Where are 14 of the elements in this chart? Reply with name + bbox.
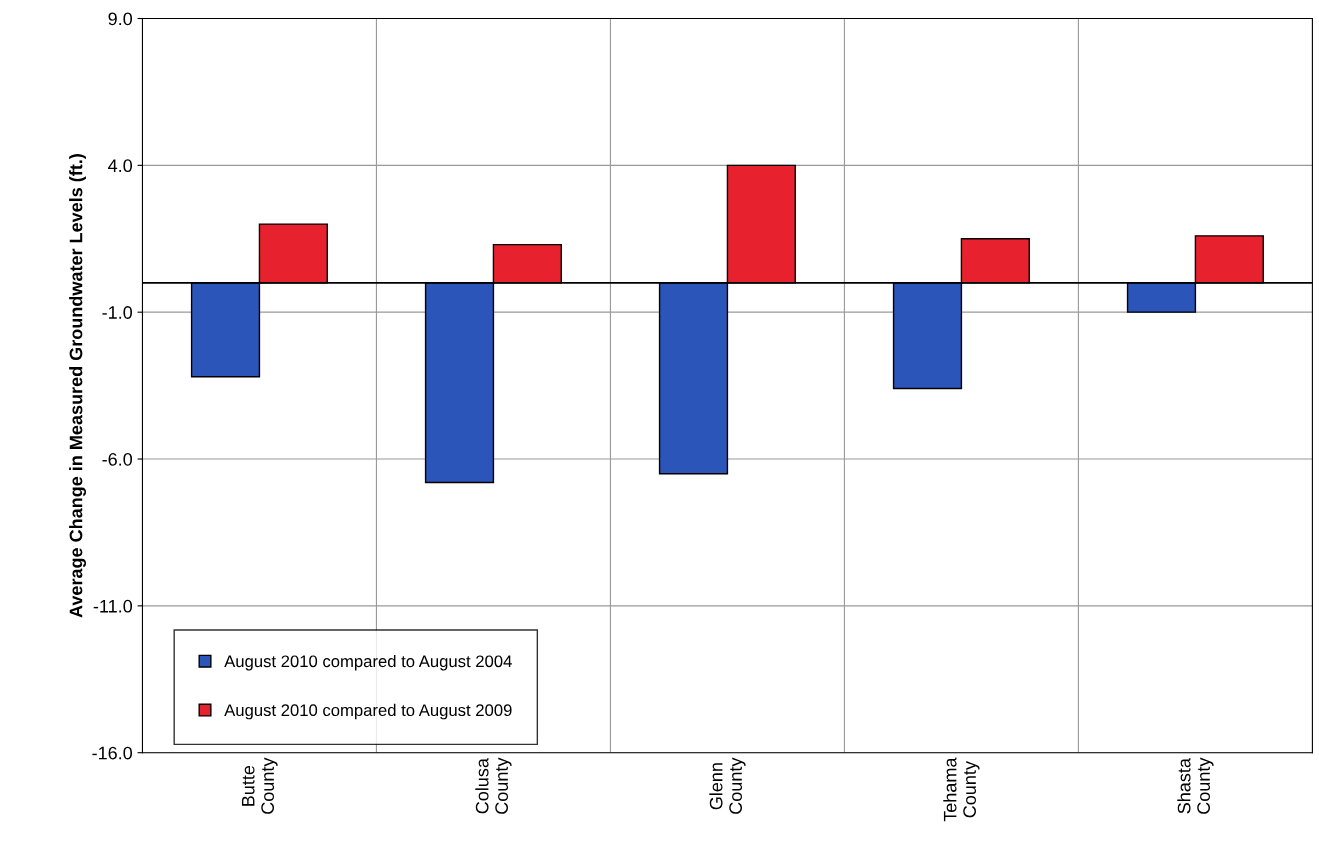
legend-label: August 2010 compared to August 2009 <box>224 703 512 720</box>
y-tick-label: 9.0 <box>108 12 133 26</box>
y-axis-title: Average Change in Measured Groundwater Levels (ft.) <box>69 154 87 618</box>
legend-label: August 2010 compared to August 2004 <box>224 654 512 671</box>
x-tick-label: Glenn County <box>709 757 746 814</box>
y-tick-label: -6.0 <box>102 452 133 466</box>
x-tick-label: Tehama County <box>943 757 980 822</box>
y-tick-label: -11.0 <box>93 599 133 613</box>
y-tick-label: 4.0 <box>108 159 133 173</box>
y-tick-label: -16.0 <box>92 746 133 760</box>
x-tick-label: Colusa County <box>475 757 512 814</box>
y-tick-label: -1.0 <box>102 306 133 319</box>
x-tick-label: Butte County <box>241 757 278 814</box>
x-tick-label: Shasta County <box>1177 757 1214 814</box>
